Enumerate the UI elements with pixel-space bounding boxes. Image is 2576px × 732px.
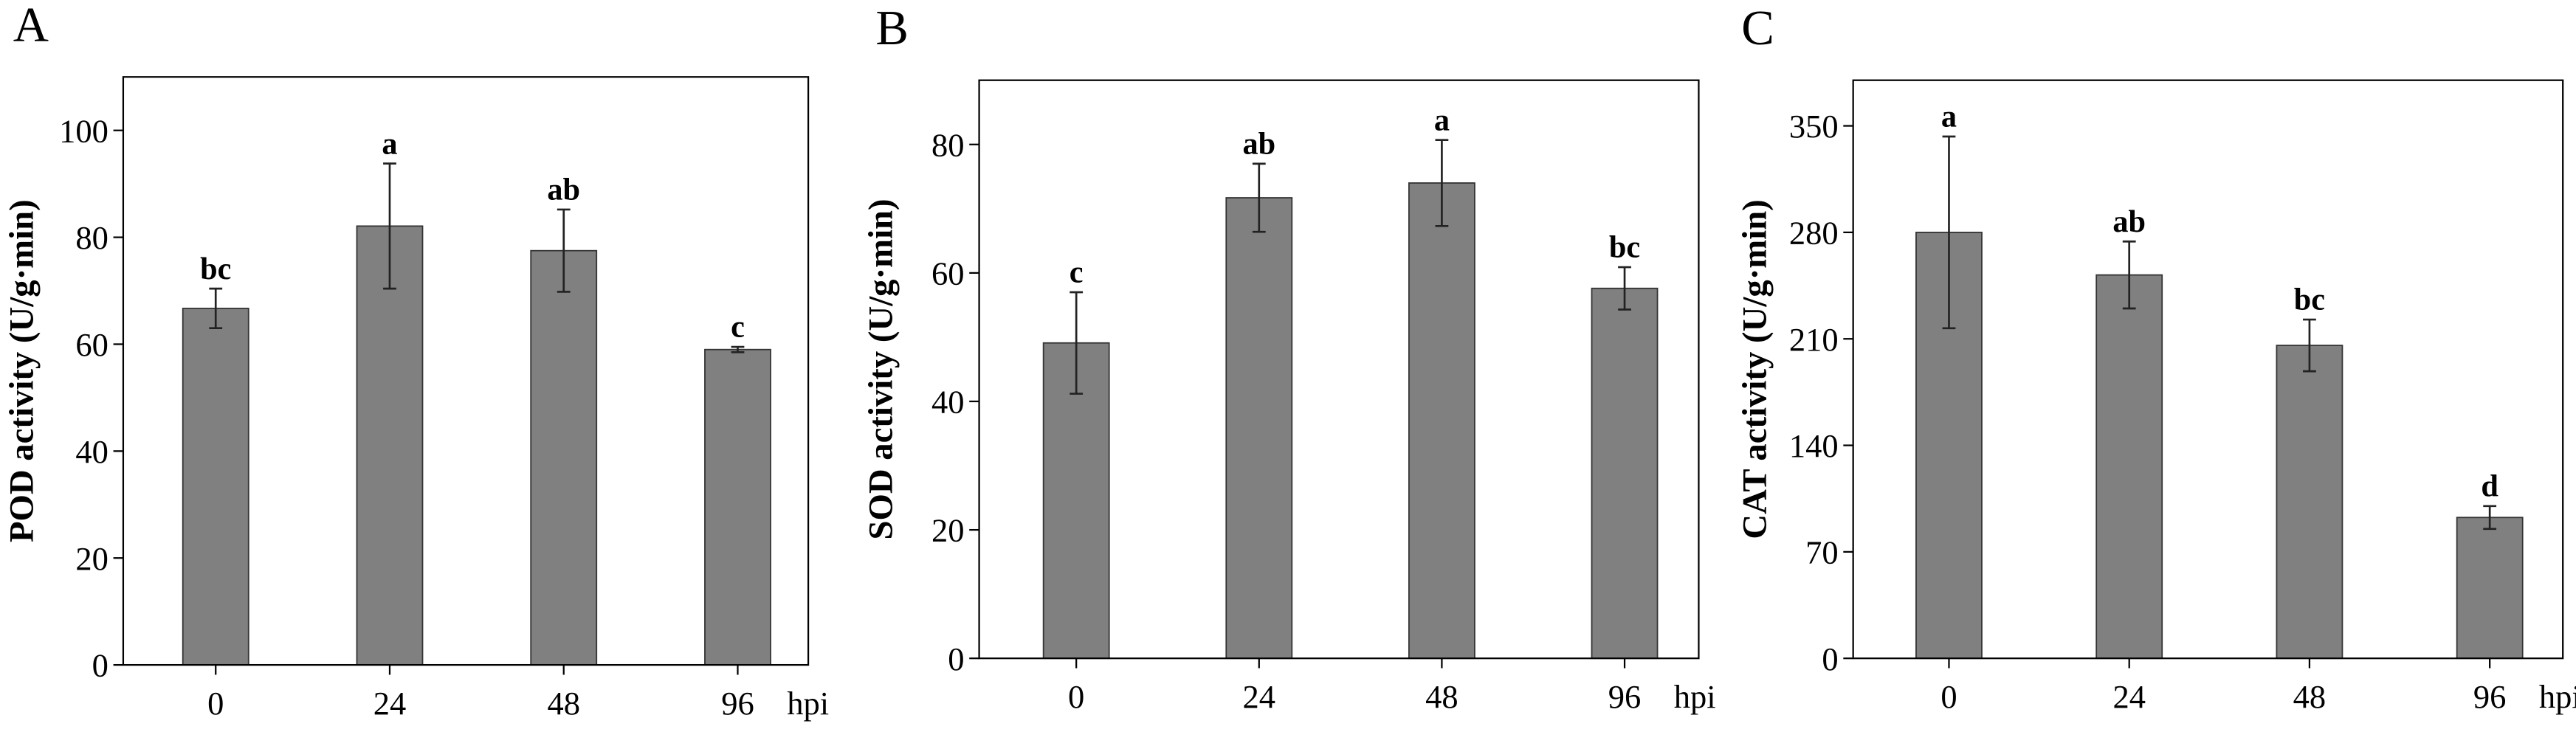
x-tick-label: 48 [547,685,580,722]
significance-letter: a [1434,103,1450,137]
significance-letter: d [2481,469,2498,503]
x-tick-label: 48 [2293,678,2327,715]
y-tick-label: 210 [1789,321,1839,358]
panel-label: B [875,1,909,55]
y-tick-label: 0 [948,640,964,677]
bar [2095,274,2163,660]
significance-letter: bc [200,252,231,286]
x-tick-label: 0 [207,685,224,722]
y-tick-label: 60 [75,326,109,363]
plot-frame [1852,79,2564,660]
significance-letter: a [1941,100,1957,134]
bar [356,225,424,666]
significance-letter: ab [1242,127,1275,162]
y-tick-label: 40 [75,433,109,470]
y-tick-label: 80 [931,126,965,163]
x-tick-label: 96 [721,685,754,722]
x-tick-label: 24 [1243,678,1275,715]
significance-letter: bc [2294,283,2325,317]
x-unit: hpi [2539,678,2576,715]
significance-letter: ab [2112,204,2146,239]
y-tick-label: 80 [75,219,109,256]
significance-letter: a [382,126,397,161]
bar [1591,287,1659,660]
bar [182,308,249,666]
panel-label: A [13,0,49,52]
significance-letter: c [731,310,745,345]
bar [2456,517,2524,660]
bar [704,348,771,666]
x-unit: hpi [1674,678,1716,715]
y-tick-label: 0 [1822,640,1838,677]
significance-letter: ab [547,173,580,207]
x-tick-label: 0 [1068,678,1084,715]
x-tick-label: 96 [2473,678,2507,715]
x-tick-label: 96 [1608,678,1641,715]
y-tick-label: 100 [59,112,109,149]
y-axis-label: CAT activity (U/g·min) [1736,199,1774,539]
y-tick-label: 140 [1789,427,1839,464]
y-tick-label: 280 [1789,214,1839,251]
x-tick-label: 48 [1425,678,1459,715]
y-tick-label: 60 [931,255,965,291]
bar [2276,345,2343,660]
y-axis-label: SOD activity (U/g·min) [862,198,900,539]
significance-letter: bc [1609,230,1640,265]
plot-frame [978,79,1700,660]
x-tick-label: 24 [2112,678,2146,715]
x-tick-label: 0 [1940,678,1957,715]
y-tick-label: 20 [931,512,965,549]
x-tick-label: 24 [373,685,407,722]
significance-letter: c [1070,255,1084,290]
y-tick-label: 350 [1789,108,1839,145]
y-tick-label: 0 [92,647,109,684]
x-unit: hpi [787,685,829,722]
y-axis-label: POD activity (U/g·min) [3,199,41,542]
plot-frame [122,76,810,666]
bar [1408,182,1475,660]
bar [1225,197,1293,660]
y-tick-label: 70 [1805,534,1839,570]
bar [530,249,598,666]
y-tick-label: 40 [931,384,965,421]
y-tick-label: 20 [75,540,109,577]
panel-label: C [1741,1,1774,55]
bar [1042,342,1110,660]
